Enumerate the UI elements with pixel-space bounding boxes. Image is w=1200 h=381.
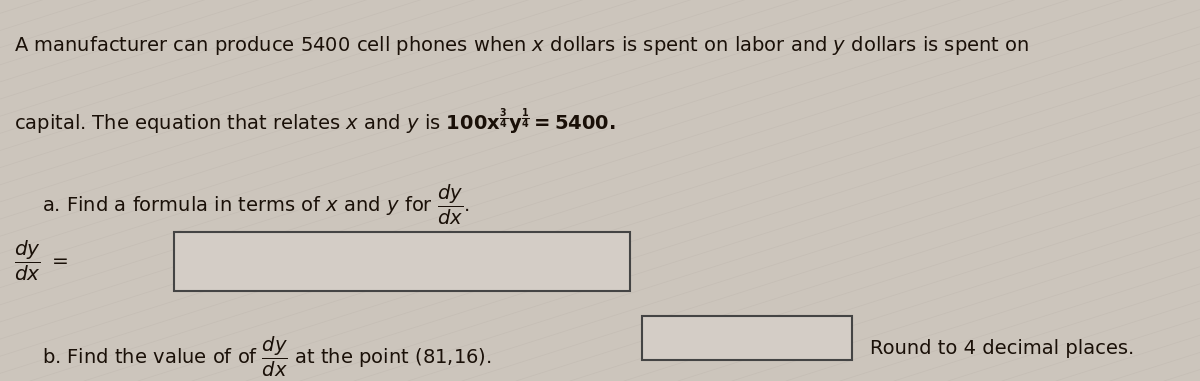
Text: a. Find a formula in terms of $x$ and $y$ for $\dfrac{dy}{dx}$.: a. Find a formula in terms of $x$ and $y… xyxy=(42,183,469,227)
FancyBboxPatch shape xyxy=(642,316,852,360)
Text: $\dfrac{dy}{dx}$ $=$: $\dfrac{dy}{dx}$ $=$ xyxy=(14,239,68,283)
Text: Round to 4 decimal places.: Round to 4 decimal places. xyxy=(870,339,1134,358)
Text: capital. The equation that relates $x$ and $y$ is $\mathbf{100x^{\frac{3}{4}}y^{: capital. The equation that relates $x$ a… xyxy=(14,107,616,138)
FancyBboxPatch shape xyxy=(174,232,630,291)
Text: A manufacturer can produce 5400 cell phones when $x$ dollars is spent on labor a: A manufacturer can produce 5400 cell pho… xyxy=(14,34,1030,57)
Text: b. Find the value of of $\dfrac{dy}{dx}$ at the point (81,16).: b. Find the value of of $\dfrac{dy}{dx}$… xyxy=(42,335,492,379)
